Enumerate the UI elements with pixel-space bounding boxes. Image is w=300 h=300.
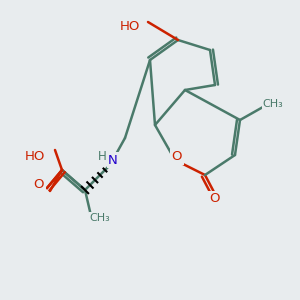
Text: H: H (98, 151, 106, 164)
Text: HO: HO (25, 149, 45, 163)
Text: O: O (34, 178, 44, 191)
Text: O: O (210, 193, 220, 206)
Text: CH₃: CH₃ (262, 99, 284, 109)
Text: HO: HO (120, 20, 140, 34)
Text: O: O (172, 151, 182, 164)
Text: CH₃: CH₃ (90, 213, 110, 223)
Text: N: N (108, 154, 118, 166)
